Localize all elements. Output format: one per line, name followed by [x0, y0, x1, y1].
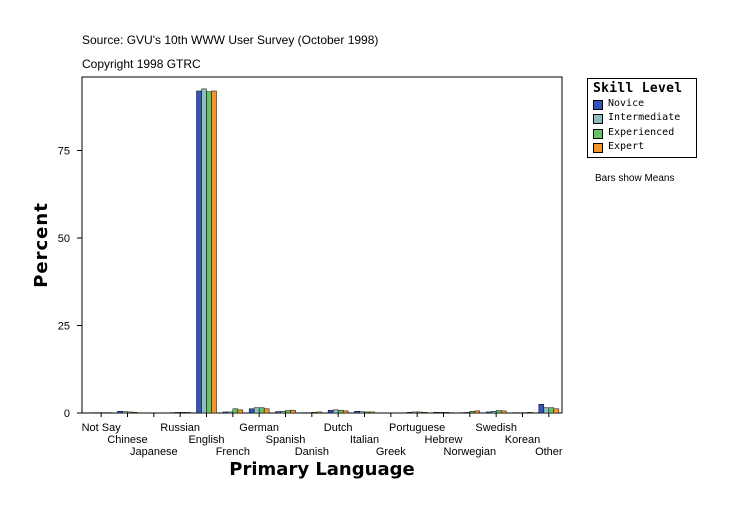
bar-swedish-intermediate: [490, 411, 497, 414]
bar-hebrew-intermediate: [438, 412, 444, 414]
bar-other-intermediate: [543, 407, 550, 414]
bar-russian-intermediate: [174, 412, 181, 414]
bar-norwegian-experienced: [469, 411, 476, 414]
bar-chinese-experienced: [127, 411, 133, 414]
x-tick-label-chinese: Chinese: [107, 434, 147, 446]
x-tick-label-japanese: Japanese: [130, 446, 178, 458]
bar-spanish-novice: [275, 411, 281, 414]
bar-italian-experienced: [364, 411, 370, 414]
x-tick-label-greek: Greek: [376, 446, 406, 458]
bar-norwegian-intermediate: [464, 412, 471, 414]
x-tick-label-swedish: Swedish: [475, 422, 517, 434]
y-axis-ticks: 0 25 50 75: [58, 146, 82, 420]
bar-hebrew-experienced: [443, 412, 449, 414]
x-axis-label: Primary Language: [229, 459, 414, 480]
bar-french-novice: [222, 411, 229, 414]
copyright-line: Copyright 1998 GTRC: [82, 57, 201, 71]
bar-russian-expert: [184, 412, 191, 414]
legend-swatch-expert: [593, 143, 603, 153]
bar-german-novice: [248, 408, 255, 414]
bar-portuguese-expert: [421, 412, 428, 414]
bar-swedish-experienced: [495, 410, 502, 414]
bar-chinese-novice: [117, 411, 123, 414]
y-axis-label: Percent: [31, 202, 52, 288]
bar-english-expert: [211, 90, 217, 414]
bar-chinese-expert: [132, 412, 138, 414]
bar-hebrew-novice: [433, 412, 439, 414]
means-note: Bars show Means: [595, 173, 675, 184]
bar-dutch-expert: [342, 410, 349, 414]
legend-label-novice: Novice: [608, 98, 645, 109]
bar-portuguese-novice: [406, 412, 413, 414]
legend: Skill Level Novice Intermediate Experien…: [587, 78, 697, 158]
x-tick-label-dutch: Dutch: [324, 422, 353, 434]
y-tick-label-25: 25: [58, 321, 70, 333]
x-tick-label-hebrew: Hebrew: [425, 434, 463, 446]
bar-other-expert: [553, 408, 560, 414]
x-tick-label-spanish: Spanish: [266, 434, 306, 446]
legend-title: Skill Level: [593, 81, 683, 96]
bar-norwegian-expert: [474, 410, 481, 414]
bar-english-novice: [196, 90, 202, 414]
bar-french-experienced: [232, 408, 239, 414]
legend-swatch-novice: [593, 100, 603, 110]
x-tick-label-norwegian: Norwegian: [444, 446, 497, 458]
x-tick-label-danish: Danish: [295, 446, 329, 458]
bar-german-intermediate: [253, 407, 260, 414]
bar-other-experienced: [548, 407, 555, 414]
bar-dutch-experienced: [337, 409, 344, 414]
bar-spanish-expert: [290, 409, 296, 414]
source-line: Source: GVU's 10th WWW User Survey (Octo…: [82, 33, 379, 47]
bar-other-novice: [538, 404, 545, 414]
x-tick-label-french: French: [216, 446, 250, 458]
x-tick-label-italian: Italian: [350, 434, 379, 446]
bar-german-expert: [263, 408, 270, 414]
bar-portuguese-intermediate: [411, 411, 418, 414]
x-tick-label-other: Other: [535, 446, 563, 458]
bar-chinese-intermediate: [122, 411, 128, 414]
bar-swedish-novice: [485, 411, 492, 414]
legend-label-intermediate: Intermediate: [608, 112, 681, 123]
y-tick-label-50: 50: [58, 233, 70, 245]
bars-group: [90, 88, 560, 414]
bar-danish-expert: [316, 411, 323, 414]
legend-label-experienced: Experienced: [608, 127, 675, 138]
bar-dutch-novice: [327, 409, 334, 414]
bar-danish-experienced: [311, 412, 318, 414]
x-tick-label-german: German: [239, 422, 279, 434]
bar-italian-expert: [369, 411, 375, 414]
bar-english-experienced: [206, 91, 212, 414]
bar-french-intermediate: [227, 411, 234, 414]
bar-dutch-intermediate: [332, 409, 339, 414]
legend-label-expert: Expert: [608, 141, 645, 152]
x-tick-label-korean: Korean: [505, 434, 540, 446]
bar-portuguese-experienced: [416, 411, 423, 414]
bar-swedish-expert: [500, 410, 507, 414]
bar-spanish-intermediate: [280, 411, 286, 414]
bar-french-expert: [237, 409, 244, 414]
plot-area: [81, 76, 563, 414]
bar-russian-experienced: [179, 412, 186, 414]
y-tick-label-75: 75: [58, 146, 70, 158]
bar-spanish-experienced: [285, 410, 291, 414]
x-tick-label-portuguese: Portuguese: [389, 422, 445, 434]
bar-italian-novice: [354, 411, 360, 414]
bar-korean-expert: [527, 412, 533, 414]
x-tick-label-not-say: Not Say: [82, 422, 122, 434]
bar-english-intermediate: [201, 88, 207, 414]
y-tick-label-0: 0: [64, 408, 70, 420]
legend-swatch-experienced: [593, 129, 603, 139]
x-tick-label-russian: Russian: [160, 422, 200, 434]
bar-german-experienced: [258, 407, 265, 414]
legend-swatch-intermediate: [593, 114, 603, 124]
x-tick-label-english: English: [188, 434, 224, 446]
bar-italian-intermediate: [359, 411, 365, 414]
